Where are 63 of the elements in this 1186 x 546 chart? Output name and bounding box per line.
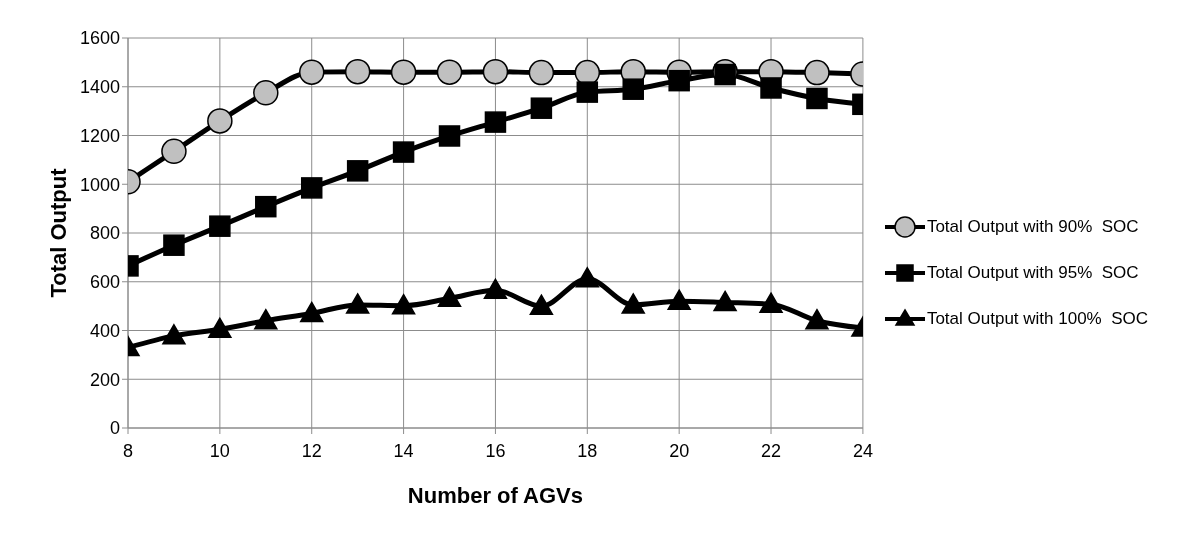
- x-tick-label: 16: [485, 440, 506, 461]
- point: [163, 234, 185, 256]
- point: [392, 141, 415, 163]
- point: [436, 59, 463, 85]
- y-tick-label: 800: [89, 223, 120, 244]
- point: [622, 78, 644, 100]
- point: [391, 293, 416, 315]
- point: [162, 324, 186, 345]
- point: [254, 309, 278, 330]
- point: [806, 87, 828, 110]
- legend-label: Total Output with 100% SOC: [926, 309, 1148, 329]
- x-tick-label: 18: [577, 440, 598, 461]
- point: [300, 177, 323, 199]
- y-axis-title: Total Output: [45, 167, 71, 298]
- x-tick-label: 24: [852, 440, 873, 461]
- y-tick-label: 1600: [79, 28, 120, 49]
- point: [667, 289, 691, 310]
- point: [161, 138, 187, 165]
- x-tick-label: 22: [761, 440, 782, 461]
- point: [344, 58, 371, 85]
- point: [575, 267, 600, 288]
- point: [668, 69, 690, 92]
- point: [482, 58, 509, 85]
- point: [208, 317, 232, 339]
- x-tick-label: 14: [393, 440, 414, 461]
- x-tick-label: 12: [301, 440, 322, 461]
- y-tick-label: 400: [89, 320, 120, 341]
- x-tick-label: 20: [669, 440, 690, 461]
- x-tick-label: 10: [209, 440, 230, 461]
- y-tick-label: 200: [89, 369, 120, 390]
- point: [528, 59, 555, 86]
- x-axis-title: Number of AGVs: [407, 483, 584, 508]
- point: [714, 63, 736, 86]
- point: [298, 59, 325, 85]
- point: [805, 309, 829, 330]
- point: [255, 195, 277, 218]
- point: [346, 160, 369, 182]
- point: [438, 125, 461, 147]
- point: [621, 293, 645, 314]
- point: [390, 59, 417, 85]
- legend-label: Total Output with 90% SOC: [926, 217, 1139, 237]
- point: [804, 59, 830, 86]
- point: [483, 278, 508, 300]
- y-tick-label: 1200: [79, 125, 120, 146]
- y-tick-label: 1000: [79, 174, 120, 195]
- point: [299, 301, 324, 323]
- y-tick-label: 0: [109, 418, 120, 439]
- point: [576, 81, 599, 103]
- point: [345, 293, 370, 314]
- point: [484, 111, 507, 133]
- point: [437, 286, 462, 308]
- x-tick-label: 8: [122, 440, 134, 461]
- point: [529, 294, 554, 315]
- legend-label: Total Output with 95% SOC: [926, 263, 1139, 283]
- y-tick-label: 600: [89, 272, 120, 293]
- y-tick-label: 1400: [79, 77, 120, 98]
- point: [253, 80, 279, 106]
- point: [760, 77, 782, 99]
- point: [759, 292, 783, 313]
- point: [530, 97, 553, 119]
- point: [209, 215, 231, 237]
- point: [207, 108, 233, 134]
- point: [713, 290, 737, 312]
